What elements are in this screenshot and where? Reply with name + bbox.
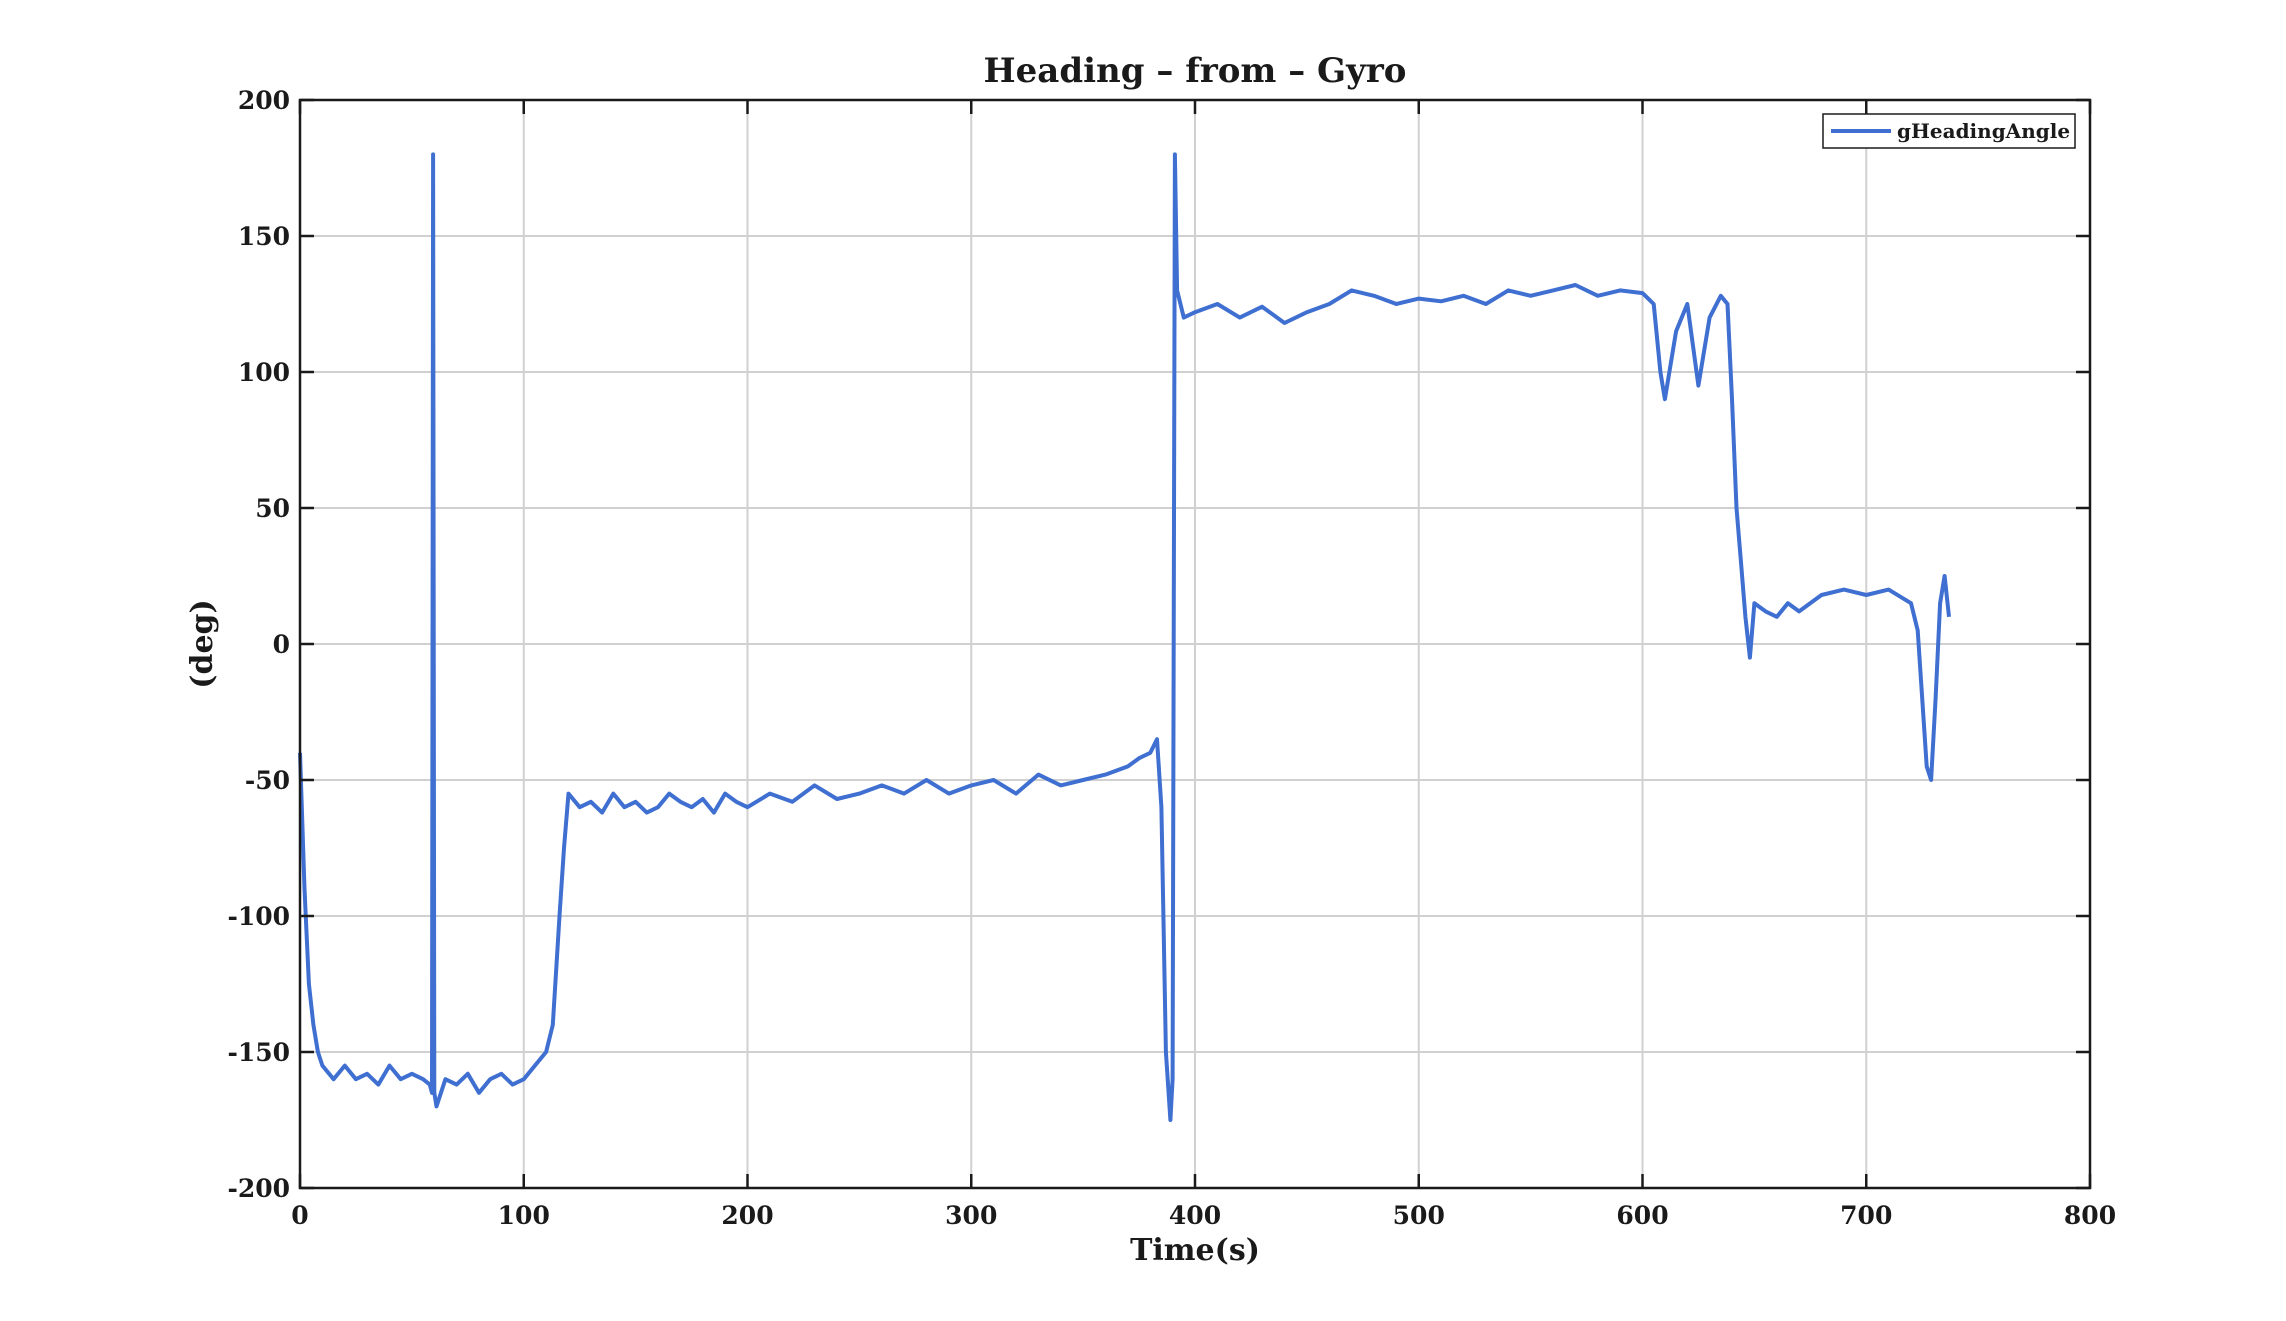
y-tick-label: 100 — [238, 358, 290, 387]
x-tick-label: 800 — [2064, 1201, 2116, 1230]
y-tick-label: 50 — [255, 494, 290, 523]
y-tick-label: -150 — [227, 1038, 290, 1067]
x-tick-label: 600 — [1616, 1201, 1668, 1230]
y-tick-label: -200 — [227, 1174, 290, 1203]
y-axis-label: (deg) — [185, 599, 220, 688]
series-line — [298, 152, 1951, 1122]
x-tick-label: 700 — [1840, 1201, 1892, 1230]
x-tick-label: 200 — [721, 1201, 773, 1230]
legend: gHeadingAngle — [1822, 113, 2076, 149]
axis-ticks: 0 100 200 300 400 500 600 700 800-200-150-100-50… — [227, 86, 2116, 1230]
y-tick-label: 150 — [238, 222, 290, 251]
y-tick-label: -50 — [245, 766, 290, 795]
y-tick-label: 200 — [238, 86, 290, 115]
y-tick-label: -100 — [227, 902, 290, 931]
grid-lines — [300, 100, 2090, 1188]
x-tick-label: 500 — [1393, 1201, 1445, 1230]
x-tick-label: 400 — [1169, 1201, 1221, 1230]
x-tick-label: 0 — [291, 1201, 308, 1230]
chart-title: Heading – from – Gyro — [984, 51, 1407, 91]
x-tick-label: 100 — [498, 1201, 550, 1230]
x-axis-label: Time(s) — [1130, 1233, 1260, 1268]
legend-label: gHeadingAngle — [1897, 119, 2070, 143]
y-tick-label: 0 — [273, 630, 290, 659]
plot-data — [298, 152, 1951, 1122]
x-tick-label: 300 — [945, 1201, 997, 1230]
